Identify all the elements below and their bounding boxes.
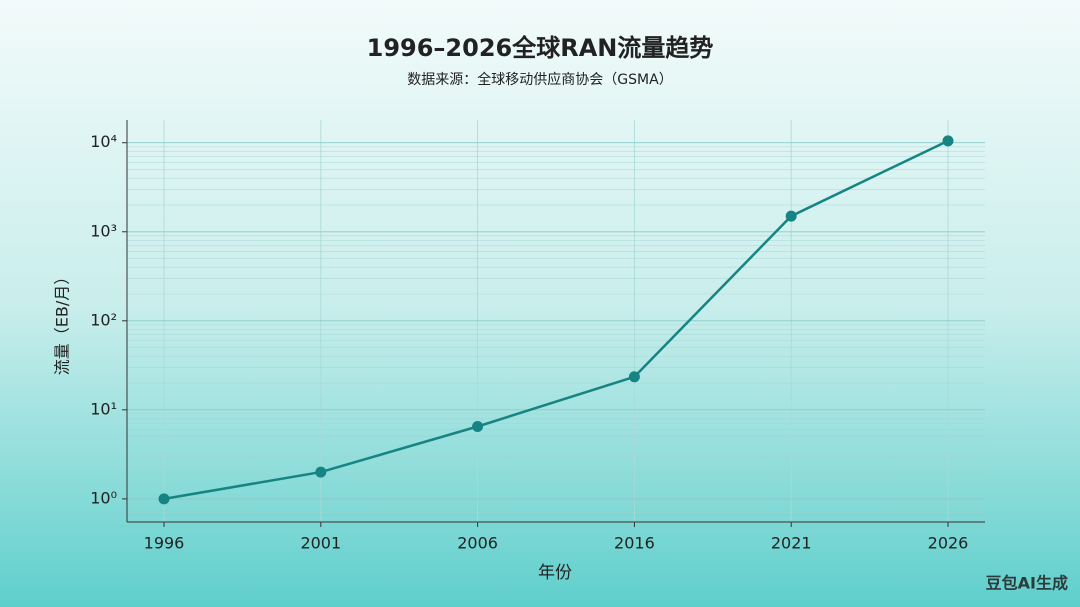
point bbox=[472, 421, 484, 433]
point bbox=[628, 371, 640, 383]
y-axis-label: 流量（EB/月） bbox=[53, 269, 72, 375]
x-tick-label: 2001 bbox=[300, 534, 341, 553]
x-tick-label: 1996 bbox=[144, 534, 185, 553]
chart-title: 1996–2026全球RAN流量趋势 bbox=[367, 34, 714, 62]
point bbox=[315, 466, 327, 478]
chart-subtitle: 数据来源：全球移动供应商协会（GSMA） bbox=[407, 71, 672, 88]
x-tick-label: 2006 bbox=[457, 534, 498, 553]
x-axis-label: 年份 bbox=[538, 563, 572, 583]
x-tick-label: 2021 bbox=[771, 534, 812, 553]
x-tick-label: 2016 bbox=[614, 534, 655, 553]
y-tick-label: 10³ bbox=[90, 221, 117, 240]
watermark: 豆包AI生成 bbox=[986, 574, 1068, 593]
point bbox=[942, 135, 954, 147]
point bbox=[785, 210, 797, 222]
y-tick-label: 10² bbox=[90, 310, 117, 329]
y-tick-label: 10¹ bbox=[90, 399, 117, 418]
y-tick-label: 10⁴ bbox=[90, 132, 117, 151]
line bbox=[163, 139, 949, 501]
point bbox=[158, 493, 170, 505]
y-tick-label: 10⁰ bbox=[90, 488, 117, 507]
x-tick-label: 2026 bbox=[928, 534, 969, 553]
